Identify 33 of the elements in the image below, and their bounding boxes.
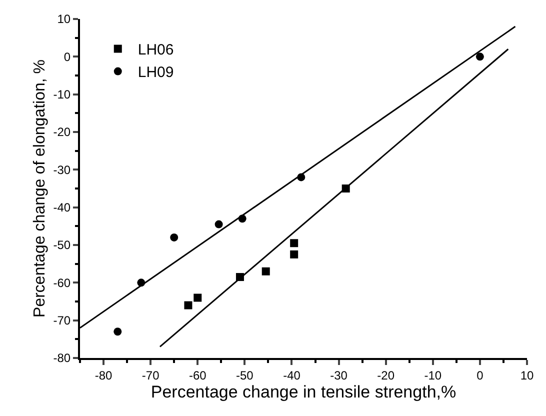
point — [290, 250, 298, 258]
y-tick-label: -60 — [53, 276, 71, 290]
point — [214, 220, 223, 228]
y-tick-label: 0 — [64, 50, 71, 64]
y-tick-label: -70 — [53, 314, 71, 328]
y-tick-label: -10 — [53, 88, 71, 102]
point — [184, 301, 192, 310]
y-tick-label: -40 — [53, 200, 71, 215]
x-axis-title: Percentage change in tensile strength,% — [150, 382, 456, 402]
point — [262, 267, 270, 276]
point — [114, 328, 122, 336]
x-tick-label: -80 — [94, 368, 113, 382]
x-tick-label: -30 — [330, 368, 348, 382]
y-tick-label: 10 — [57, 12, 71, 26]
x-tick-label: 0 — [476, 368, 484, 382]
y-tick-label: -30 — [53, 162, 71, 177]
x-tick-label: -20 — [377, 368, 395, 382]
legend-label: LH06 — [138, 42, 174, 59]
x-tick-label: -70 — [142, 368, 160, 382]
x-tick-label: -10 — [424, 368, 442, 382]
point — [170, 233, 178, 242]
x-tick-label: 10 — [520, 368, 534, 382]
point — [194, 294, 202, 302]
point — [476, 52, 484, 61]
x-tick-label: -40 — [283, 368, 301, 382]
y-tick-label: -50 — [53, 238, 71, 252]
y-axis-title: Percentage change of elongation, % — [32, 60, 49, 318]
y-tick-label: -20 — [53, 125, 71, 140]
x-tick-label: -50 — [236, 368, 254, 382]
point — [290, 239, 298, 248]
legend-label: LH09 — [138, 64, 174, 82]
y-tick-label: -80 — [53, 351, 71, 366]
x-tick-label: -60 — [188, 368, 207, 382]
